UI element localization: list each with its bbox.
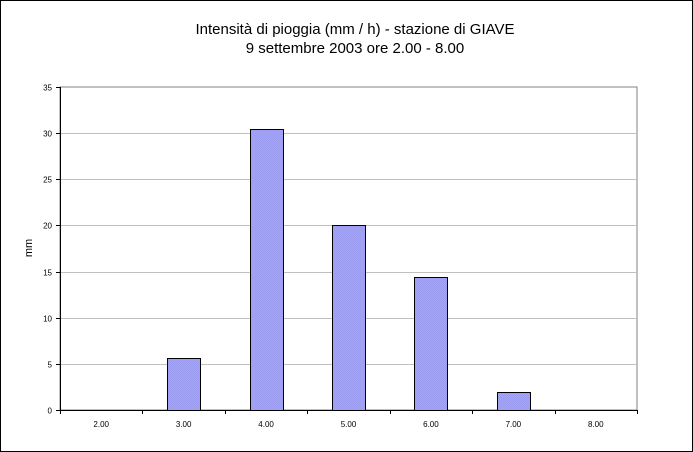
y-axis-label: mm <box>23 239 35 257</box>
x-tick-label: 5.00 <box>341 420 357 429</box>
y-tick-label: 15 <box>43 269 52 278</box>
tick-labels: 0 5 10 15 20 25 30 35 2.00 3.00 4.00 5.00 6.00 7.00 8.… <box>43 84 604 430</box>
y-tick-label: 10 <box>43 315 52 324</box>
bar-5-00 <box>332 225 366 411</box>
x-tick-label: 7.00 <box>506 420 522 429</box>
axes <box>56 87 638 414</box>
chart-title: Intensità di pioggia (mm / h) - stazione… <box>195 21 514 38</box>
bar-4-00 <box>250 129 284 411</box>
y-tick-label: 35 <box>43 84 52 93</box>
bar-6-00 <box>414 277 448 411</box>
y-tick-label: 20 <box>43 222 52 231</box>
x-tick-label: 6.00 <box>423 420 439 429</box>
y-tick-label: 25 <box>43 176 52 185</box>
bar-3-00 <box>167 358 201 411</box>
bar-7-00 <box>497 392 531 411</box>
chart-subtitle: 9 settembre 2003 ore 2.00 - 8.00 <box>246 40 464 57</box>
grid-lines <box>60 133 637 365</box>
y-tick-label: 5 <box>48 361 53 370</box>
y-tick-label: 30 <box>43 130 52 139</box>
y-tick-label: 0 <box>48 407 53 416</box>
bars <box>167 129 531 411</box>
x-tick-label: 8.00 <box>588 420 604 429</box>
x-tick-label: 4.00 <box>258 420 274 429</box>
x-tick-label: 2.00 <box>93 420 109 429</box>
x-tick-label: 3.00 <box>176 420 192 429</box>
